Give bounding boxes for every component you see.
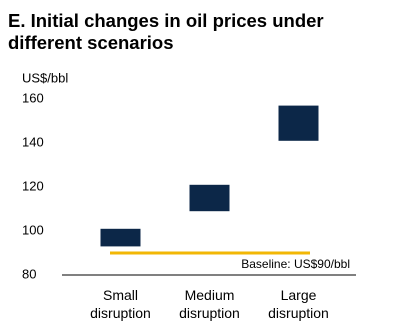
bar bbox=[189, 184, 230, 212]
bar bbox=[100, 228, 141, 247]
y-tick-label: 140 bbox=[22, 134, 44, 149]
x-tick-label: Large disruption bbox=[268, 287, 329, 321]
y-tick-label: 80 bbox=[22, 266, 36, 281]
y-axis-label: US$/bbl bbox=[22, 70, 68, 85]
x-tick-label: Small disruption bbox=[90, 287, 151, 321]
chart-title: E. Initial changes in oil prices under d… bbox=[8, 10, 324, 53]
y-tick-label: 120 bbox=[22, 178, 44, 193]
y-tick-label: 100 bbox=[22, 222, 44, 237]
x-tick-label: Medium disruption bbox=[179, 287, 240, 321]
baseline-label: Baseline: US$90/bbl bbox=[241, 257, 350, 271]
bar bbox=[278, 105, 319, 141]
y-tick-label: 160 bbox=[22, 90, 44, 105]
